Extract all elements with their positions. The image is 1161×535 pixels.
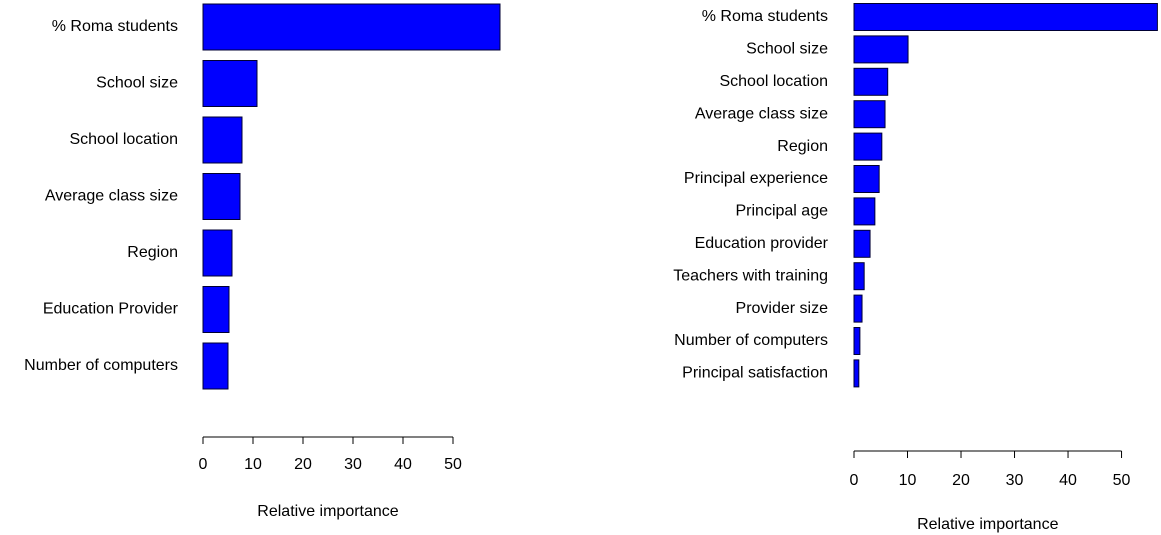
- x-tick-label: 0: [199, 456, 208, 473]
- y-tick-label: Principal experience: [684, 170, 828, 187]
- bar: [853, 67, 889, 96]
- y-tick-label: School location: [719, 73, 828, 90]
- x-tick-label: 0: [850, 472, 859, 489]
- y-tick-label: % Roma students: [702, 8, 828, 25]
- x-tick-label: 10: [244, 456, 262, 473]
- y-tick-label: Number of computers: [24, 357, 178, 374]
- y-tick-label: Education Provider: [43, 301, 179, 318]
- x-tick-label: 40: [1059, 472, 1077, 489]
- x-axis-label: Relative importance: [257, 503, 399, 520]
- y-tick-label: School size: [746, 41, 828, 58]
- bar: [202, 173, 241, 220]
- bar: [202, 116, 243, 164]
- x-tick-label: 30: [344, 456, 362, 473]
- bar: [853, 3, 1158, 31]
- x-tick-label: 10: [899, 472, 917, 489]
- bar: [853, 165, 880, 193]
- y-tick-label: Teachers with training: [673, 267, 828, 284]
- x-tick-label: 40: [394, 456, 412, 473]
- bar: [202, 286, 230, 333]
- y-tick-label: Number of computers: [674, 332, 828, 349]
- bar: [202, 342, 229, 390]
- y-tick-label: Region: [777, 138, 828, 155]
- bar: [853, 359, 860, 388]
- bar: [202, 229, 233, 277]
- bar: [853, 35, 909, 64]
- y-tick-label: Provider size: [736, 300, 829, 317]
- y-tick-label: Region: [127, 244, 178, 261]
- bar: [853, 294, 863, 323]
- y-tick-label: % Roma students: [52, 18, 178, 35]
- y-tick-label: Average class size: [695, 105, 828, 122]
- bar: [853, 229, 871, 258]
- bar: [853, 262, 865, 291]
- x-tick-label: 50: [444, 456, 462, 473]
- x-axis-label: Relative importance: [917, 516, 1059, 533]
- bar: [853, 197, 876, 226]
- y-tick-label: Principal satisfaction: [682, 365, 828, 382]
- y-tick-label: School location: [69, 131, 178, 148]
- y-tick-label: Average class size: [45, 188, 178, 205]
- bar: [853, 100, 886, 129]
- x-tick-label: 20: [294, 456, 312, 473]
- x-tick-label: 20: [952, 472, 970, 489]
- bar: [202, 60, 258, 107]
- y-tick-label: Principal age: [736, 203, 829, 220]
- bar: [202, 3, 501, 51]
- x-tick-label: 30: [1006, 472, 1024, 489]
- y-tick-label: School size: [96, 75, 178, 92]
- y-tick-label: Education provider: [695, 235, 829, 252]
- x-tick-label: 50: [1113, 472, 1131, 489]
- bar: [853, 327, 861, 355]
- bar: [853, 132, 883, 161]
